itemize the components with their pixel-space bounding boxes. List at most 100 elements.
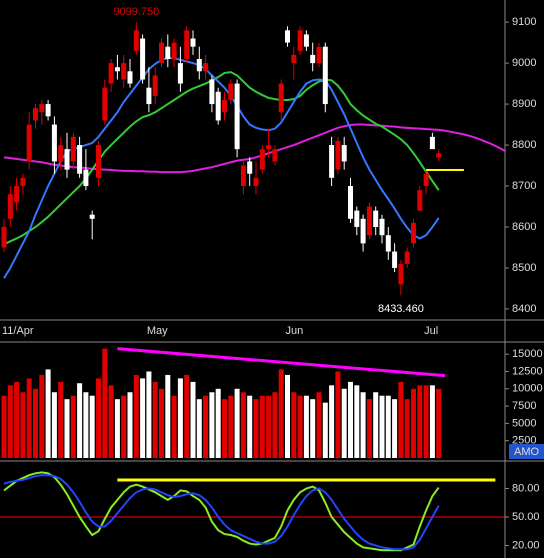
volume-bar [436, 388, 442, 458]
candle-body [39, 104, 45, 113]
candle-body [354, 210, 360, 227]
line [3, 471, 440, 552]
candle-body [335, 140, 341, 170]
volume-bar [89, 395, 95, 458]
volume-bar [51, 392, 57, 458]
volume-bar [121, 395, 127, 458]
y-tick-label: 8500 [512, 262, 536, 274]
candle-body [121, 63, 127, 80]
volume-bar [58, 381, 64, 458]
volume-bar [303, 395, 309, 458]
volume-bar [373, 392, 379, 458]
volume-bar [45, 369, 51, 458]
candle-body [385, 235, 391, 252]
candle-body [247, 161, 253, 174]
volume-bar [96, 378, 101, 458]
tag-box [509, 444, 544, 459]
y-tick-label: 7500 [512, 400, 536, 412]
candle-body [259, 149, 265, 170]
candle-body [360, 218, 366, 244]
y-tick-label: 5000 [512, 417, 536, 429]
candle-body [196, 59, 202, 72]
candle-body [133, 30, 139, 51]
volume-bar [70, 395, 76, 458]
candle-body [190, 38, 196, 47]
candle-body [20, 177, 26, 187]
candle-body [184, 30, 190, 60]
price-panel [1, 22, 505, 296]
candle-body [51, 124, 57, 162]
volume-bar [184, 374, 190, 458]
candle-body [329, 145, 335, 178]
volume-bar [423, 385, 429, 458]
candle-body [436, 153, 442, 158]
candle-body [417, 190, 423, 211]
y-tick-label: 10000 [512, 383, 543, 395]
volume-bar [7, 385, 13, 458]
volume-bar [146, 371, 152, 458]
candle-body [1, 226, 7, 248]
volume-bar [429, 385, 435, 458]
candle-body [215, 91, 221, 121]
candle-body [64, 149, 70, 170]
candle-body [96, 145, 101, 178]
oscillator-panel [0, 471, 505, 552]
volume-bar [177, 378, 183, 458]
volume-bar [348, 381, 353, 458]
volume-bar [404, 399, 410, 458]
volume-bar [266, 395, 272, 458]
candle-body [310, 54, 316, 64]
candle-body [222, 99, 227, 113]
candle-body [322, 46, 328, 105]
candle-body [291, 54, 297, 64]
candle-body [272, 149, 278, 162]
volume-bar [253, 399, 259, 458]
volume-bar [272, 392, 278, 458]
volume-bar [14, 381, 20, 458]
tag: AMO [514, 446, 540, 458]
candle-body [14, 186, 20, 203]
y-tick-label: 8400 [512, 303, 536, 315]
volume-bar [366, 399, 372, 458]
annotation: 8433.460 [378, 303, 424, 315]
candle-body [398, 263, 404, 285]
y-tick-label: 8900 [512, 98, 536, 110]
candle-body [278, 83, 284, 113]
candle-body [266, 145, 272, 150]
candle-body [316, 46, 322, 64]
candle-body [341, 145, 347, 162]
line [3, 71, 440, 246]
candle-body [159, 42, 164, 64]
volume-bar [259, 395, 265, 458]
volume-bar [341, 388, 347, 458]
candle-body [108, 63, 114, 84]
candle-body [70, 136, 76, 162]
y-tick-label: 9000 [512, 57, 536, 69]
candle-body [392, 251, 398, 268]
volume-bar [398, 381, 404, 458]
y-tick-label: 20.00 [512, 539, 540, 551]
volume-bar [127, 392, 133, 458]
volume-bar [83, 392, 89, 458]
volume-bar [196, 399, 202, 458]
candle-body [26, 124, 32, 162]
candle-body [171, 42, 177, 60]
volume-panel [1, 347, 446, 458]
candle-body [348, 186, 353, 219]
volume-bar [1, 395, 7, 458]
volume-bar [222, 399, 227, 458]
volume-bar [140, 378, 146, 458]
candle-body [102, 87, 108, 121]
volume-bar [329, 385, 335, 458]
candle-body [234, 83, 240, 150]
line [3, 123, 505, 174]
volume-bar [20, 392, 26, 458]
volume-bar [411, 388, 416, 458]
candle-body [285, 30, 290, 43]
y-tick-label: 80.00 [512, 482, 540, 494]
line [3, 57, 440, 279]
candle-body [366, 206, 372, 236]
candle-body [114, 67, 120, 72]
volume-bar [335, 371, 341, 458]
